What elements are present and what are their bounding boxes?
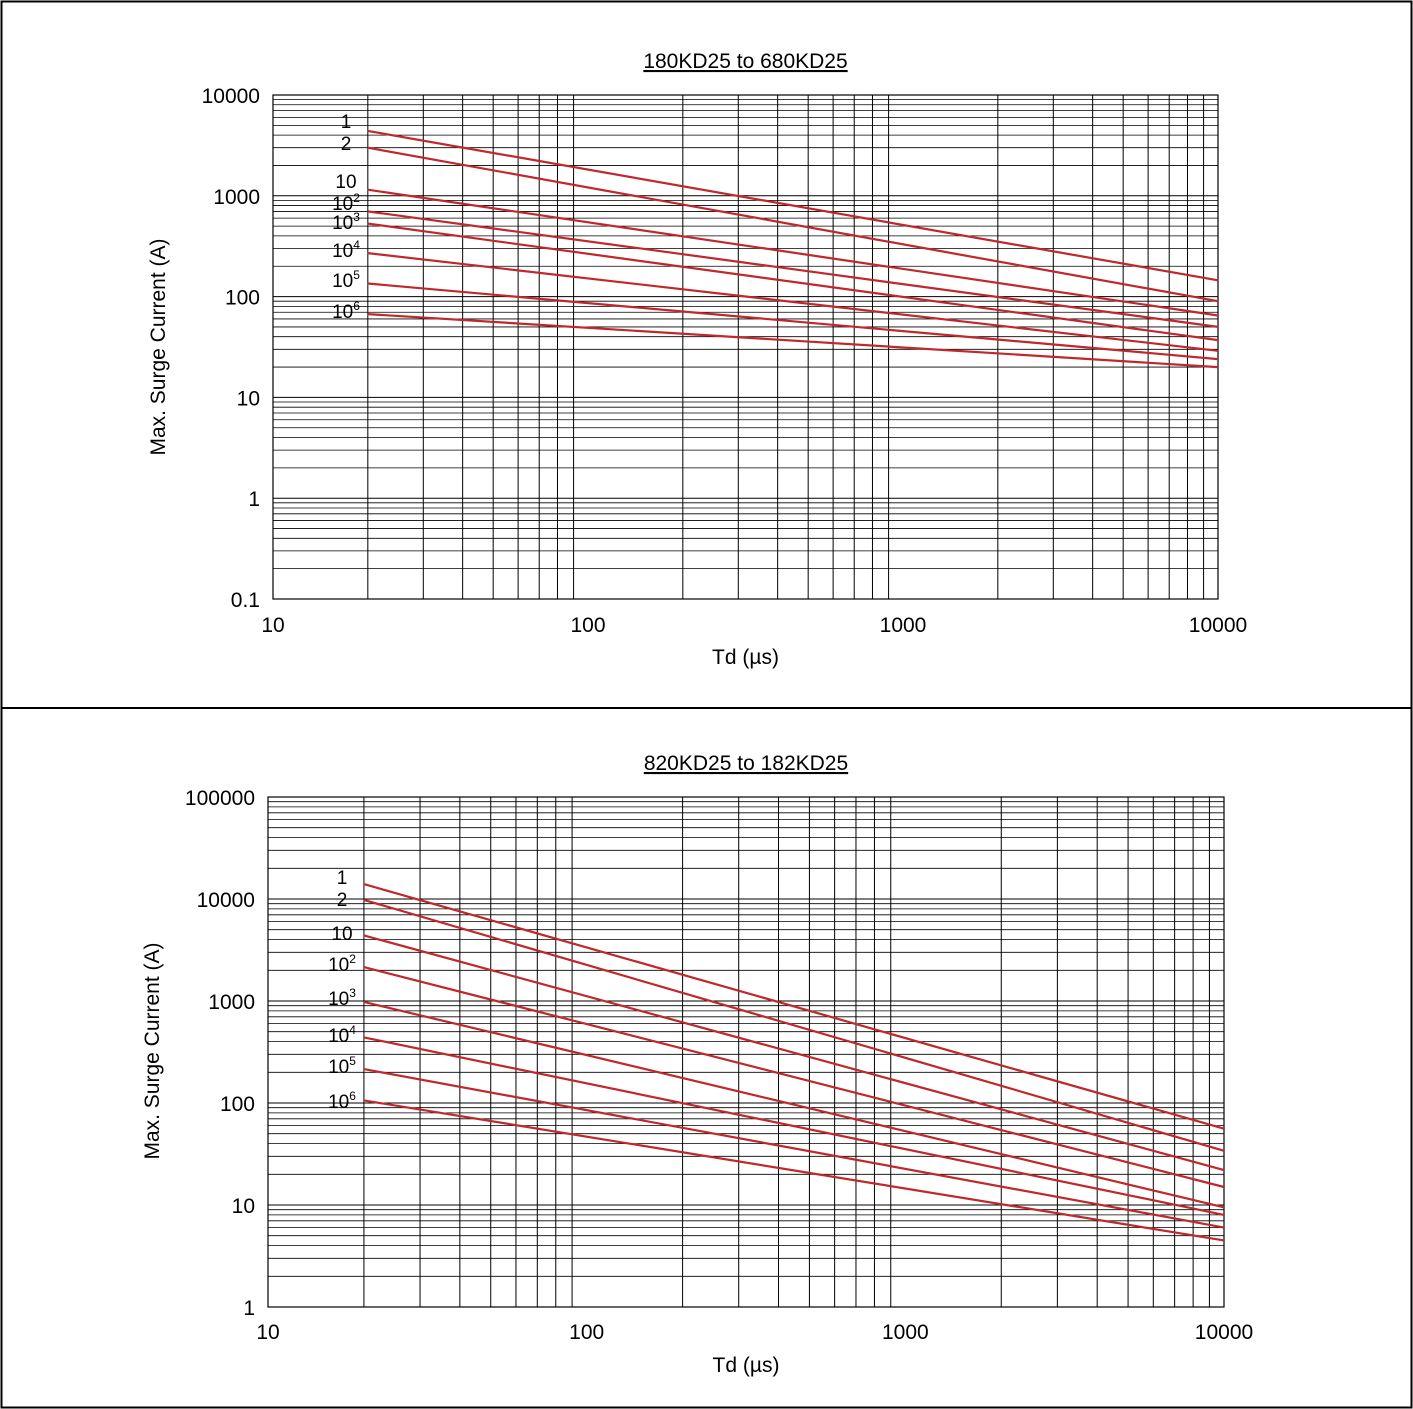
series-label: 106: [328, 1089, 356, 1113]
x-tick-label: 10000: [1189, 614, 1247, 637]
series-line-10²: [367, 210, 1219, 328]
series-label: 2: [337, 890, 348, 911]
y-tick-label: 100: [220, 1093, 255, 1116]
series-line-10⁵: [367, 282, 1219, 361]
x-tick-label: 100: [569, 1321, 604, 1344]
series-line-1: [367, 129, 1219, 282]
series-label: 102: [332, 191, 360, 215]
series-line-10⁵: [363, 1068, 1225, 1229]
chart-title: 820KD25 to 182KD25: [644, 752, 848, 775]
y-axis-label: Max. Surge Current (A): [147, 238, 170, 455]
x-tick-label: 10: [261, 614, 284, 637]
y-tick-label: 100000: [185, 787, 255, 810]
series-line-10³: [367, 222, 1219, 342]
series-line-10: [367, 188, 1219, 317]
x-axis-label: Td (µs): [712, 646, 779, 669]
series-label: 104: [328, 1023, 356, 1047]
y-tick-label: 10: [237, 387, 260, 410]
y-tick-label: 10000: [202, 85, 260, 108]
x-tick-label: 1000: [882, 1321, 929, 1344]
series-label: 1: [337, 868, 348, 889]
series-label: 106: [332, 299, 360, 323]
series-label: 1: [341, 112, 352, 133]
series-label: 10: [331, 924, 352, 945]
y-tick-label: 1: [248, 488, 260, 511]
y-tick-label: 0.1: [231, 589, 260, 612]
series-line-1: [363, 883, 1225, 1130]
chart-title: 180KD25 to 680KD25: [643, 50, 847, 73]
series-line-10²: [363, 966, 1225, 1189]
x-axis-label: Td (µs): [713, 1354, 780, 1377]
series-label: 105: [328, 1054, 356, 1078]
series-line-2: [363, 898, 1225, 1152]
series-label: 2: [341, 134, 352, 155]
series-label: 105: [332, 268, 360, 292]
series-label: 10: [335, 172, 356, 193]
series-label: 102: [328, 952, 356, 976]
y-tick-label: 1000: [208, 991, 255, 1014]
y-tick-label: 10000: [197, 889, 255, 912]
series-label: 104: [332, 238, 360, 262]
y-axis-label: Max. Surge Current (A): [141, 942, 164, 1159]
y-tick-label: 1000: [213, 186, 260, 209]
series-line-10⁴: [367, 252, 1219, 352]
series-line-10³: [363, 1000, 1225, 1209]
series-line-10⁶: [363, 1099, 1225, 1242]
series-line-10: [363, 934, 1225, 1172]
plot-frame: [267, 796, 1225, 1308]
series-line-10⁴: [363, 1036, 1225, 1216]
y-tick-label: 1: [243, 1297, 255, 1320]
x-tick-label: 1000: [880, 614, 927, 637]
series-line-2: [367, 146, 1219, 303]
series-label: 103: [332, 210, 360, 234]
grid: [273, 94, 1218, 600]
series-line-10⁶: [367, 313, 1219, 369]
plot-frame: [272, 94, 1219, 600]
x-tick-label: 10: [256, 1321, 279, 1344]
series-label: 103: [328, 986, 356, 1010]
y-tick-label: 10: [232, 1195, 255, 1218]
y-tick-label: 100: [225, 287, 260, 310]
x-tick-label: 10000: [1195, 1321, 1253, 1344]
x-tick-label: 100: [570, 614, 605, 637]
